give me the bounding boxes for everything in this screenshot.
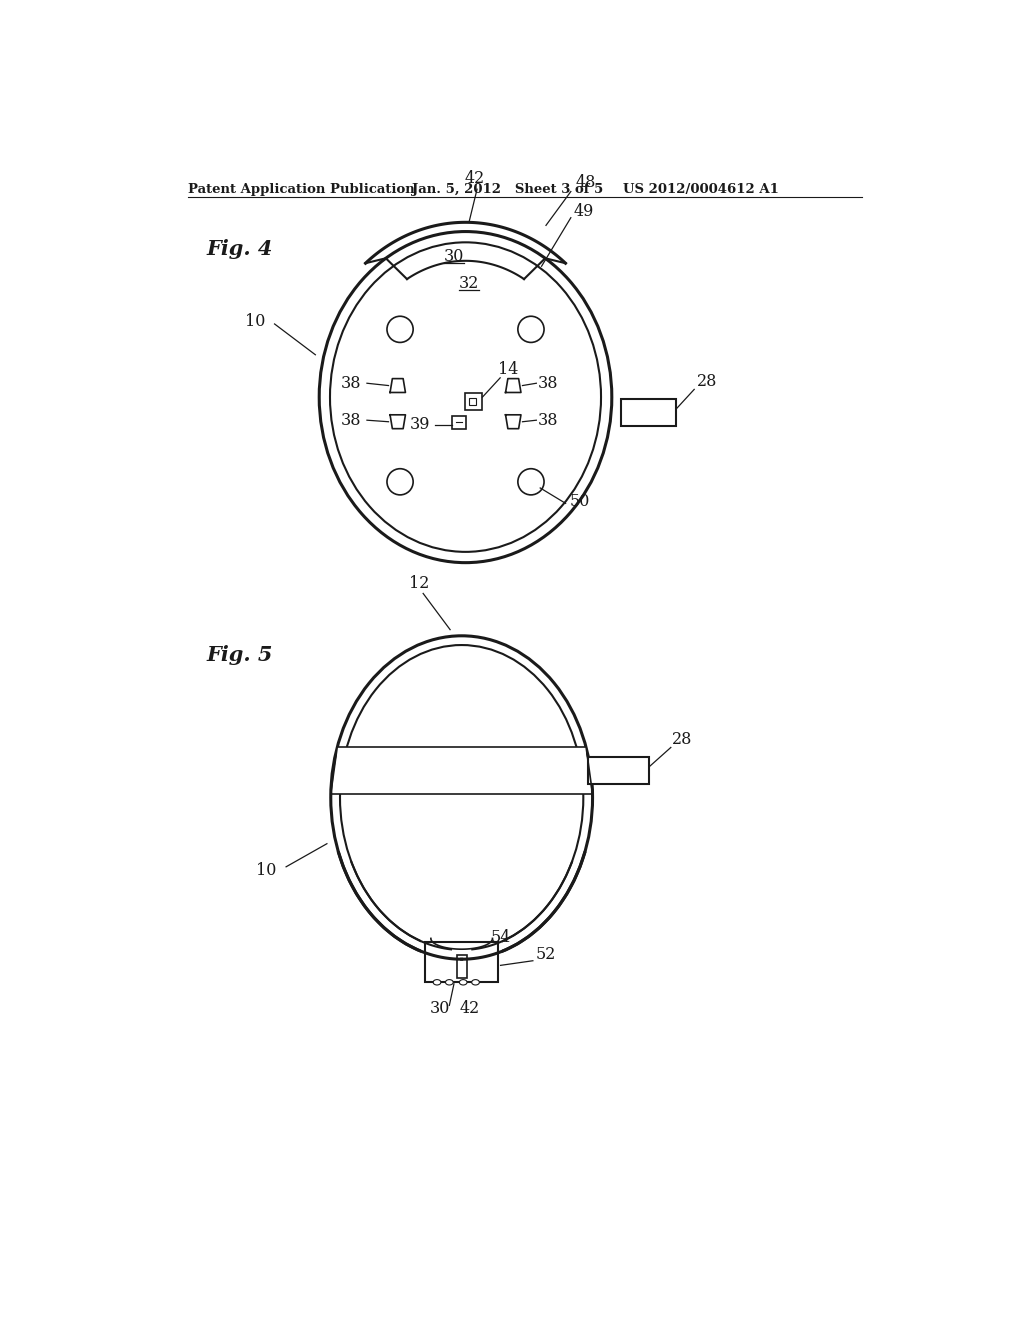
Text: 32: 32 xyxy=(459,275,479,292)
Text: 10: 10 xyxy=(245,313,265,330)
Text: 30: 30 xyxy=(430,1001,451,1018)
Text: 50: 50 xyxy=(569,494,590,511)
Ellipse shape xyxy=(460,979,467,985)
Text: 14: 14 xyxy=(498,360,518,378)
Text: Fig. 4: Fig. 4 xyxy=(206,239,272,259)
Text: 39: 39 xyxy=(410,416,430,433)
Bar xyxy=(469,397,476,405)
Text: 38: 38 xyxy=(340,412,360,429)
Bar xyxy=(425,942,499,982)
Text: 10: 10 xyxy=(256,862,276,879)
Bar xyxy=(621,400,677,425)
Text: 52: 52 xyxy=(536,946,556,964)
Text: Jan. 5, 2012   Sheet 3 of 5: Jan. 5, 2012 Sheet 3 of 5 xyxy=(412,183,603,197)
Text: 38: 38 xyxy=(538,375,558,392)
Text: Fig. 5: Fig. 5 xyxy=(206,645,272,665)
Bar xyxy=(421,935,502,986)
Text: Patent Application Publication: Patent Application Publication xyxy=(188,183,415,197)
Text: 48: 48 xyxy=(575,174,596,191)
Ellipse shape xyxy=(472,979,479,985)
Text: 38: 38 xyxy=(340,375,360,392)
Bar xyxy=(457,954,467,978)
Ellipse shape xyxy=(433,979,441,985)
Bar xyxy=(337,747,586,793)
Text: 30: 30 xyxy=(443,248,464,265)
Bar xyxy=(453,416,466,429)
Text: 54: 54 xyxy=(490,929,511,946)
Text: 28: 28 xyxy=(696,372,717,389)
Text: 28: 28 xyxy=(673,730,693,747)
Text: US 2012/0004612 A1: US 2012/0004612 A1 xyxy=(624,183,779,197)
Text: 38: 38 xyxy=(538,412,558,429)
Bar xyxy=(465,393,481,411)
Text: 49: 49 xyxy=(573,203,594,220)
Text: 12: 12 xyxy=(410,576,429,593)
Ellipse shape xyxy=(445,979,454,985)
Text: 42: 42 xyxy=(459,1001,479,1018)
Text: 42: 42 xyxy=(465,170,485,187)
Bar xyxy=(588,758,649,784)
